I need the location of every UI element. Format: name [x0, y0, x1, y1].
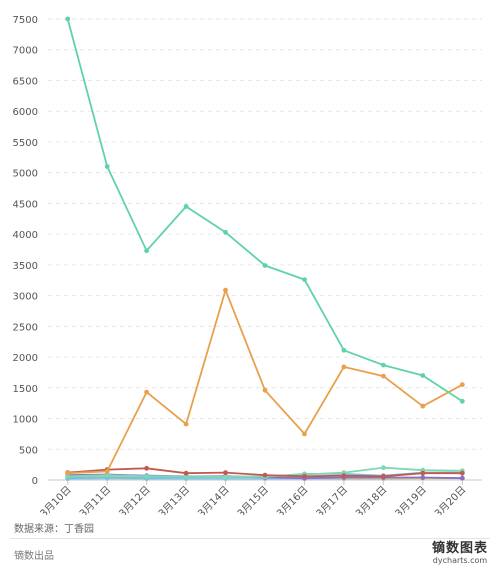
- data-point: [223, 470, 228, 475]
- data-point: [420, 403, 426, 409]
- data-point: [341, 364, 347, 370]
- chart-svg: 0 500 1000 1500 2000 2500 3000 3500 4000 4500 5000…: [13, 15, 482, 515]
- y-tick-label: 0: [32, 476, 38, 487]
- data-point: [341, 473, 347, 479]
- data-point: [223, 474, 228, 480]
- y-tick-label: 3000: [13, 292, 38, 303]
- y-tick-label: 5000: [13, 169, 38, 180]
- x-tick-label: 3月14日: [196, 484, 232, 515]
- data-point: [144, 389, 150, 395]
- data-point: [302, 473, 307, 479]
- footer-divider: [10, 538, 490, 539]
- y-tick-label: 4500: [13, 199, 38, 210]
- data-point: [104, 469, 110, 474]
- series-lines: [65, 16, 465, 482]
- gridlines: [48, 18, 482, 450]
- data-point: [262, 263, 268, 268]
- y-tick-label: 3500: [13, 261, 38, 272]
- data-point: [459, 398, 465, 404]
- x-tick-label: 3月13日: [156, 484, 192, 515]
- data-point: [65, 470, 71, 476]
- x-tick-label: 3月11日: [77, 484, 113, 515]
- data-point: [104, 164, 110, 169]
- line-chart: 0 500 1000 1500 2000 2500 3000 3500 4000 4500 5000…: [13, 15, 482, 515]
- data-point: [420, 470, 426, 476]
- y-tick-label: 1000: [13, 415, 38, 426]
- data-point: [183, 470, 189, 476]
- data-point: [223, 287, 228, 293]
- data-point: [302, 431, 307, 437]
- data-point: [104, 472, 110, 478]
- brand-name: 镝数图表: [431, 541, 488, 556]
- series-line: [66, 18, 463, 403]
- data-point: [459, 475, 465, 481]
- data-point: [420, 475, 426, 480]
- y-tick-label: 6500: [13, 76, 38, 87]
- data-point: [302, 277, 307, 282]
- y-tick-label: 2500: [13, 322, 38, 333]
- data-point: [144, 473, 150, 479]
- x-tick-label: 3月19日: [393, 484, 429, 515]
- data-source: 数据来源：丁香园: [14, 524, 94, 535]
- y-tick-label: 6000: [13, 107, 38, 118]
- data-point: [144, 248, 150, 254]
- data-point: [144, 465, 150, 471]
- data-point: [381, 373, 386, 379]
- data-point: [459, 470, 465, 476]
- brand-logo: 镝数图表 dycharts.com: [432, 541, 488, 566]
- x-axis: 3月10日 3月11日 3月12日 3月13日 3月14日 3月15日 3月16日 3月17日…: [38, 479, 482, 515]
- data-point: [223, 229, 228, 235]
- x-tick-label: 3月12日: [117, 484, 153, 515]
- y-tick-label: 5500: [13, 138, 38, 149]
- x-tick-label: 3月18日: [353, 484, 389, 515]
- data-point: [262, 387, 268, 393]
- brand-url: dycharts.com: [432, 556, 488, 565]
- data-point: [183, 421, 189, 427]
- x-tick-label: 3月16日: [274, 484, 310, 515]
- y-tick-label: 500: [19, 445, 38, 456]
- y-tick-label: 7000: [13, 46, 38, 57]
- y-tick-label: 7500: [13, 15, 38, 26]
- data-point: [262, 472, 268, 478]
- data-point: [381, 362, 386, 368]
- y-tick-label: 2000: [13, 353, 38, 364]
- data-point: [183, 204, 189, 209]
- x-tick-label: 3月10日: [38, 484, 74, 515]
- series-line: [67, 289, 463, 475]
- x-tick-label: 3月17日: [314, 484, 350, 515]
- y-tick-label: 1500: [13, 384, 38, 395]
- data-point: [381, 465, 386, 471]
- x-tick-label: 3月20日: [432, 484, 468, 515]
- data-point: [381, 473, 386, 479]
- data-point: [341, 347, 347, 353]
- credit-text: 镝数出品: [14, 551, 54, 562]
- y-tick-label: 4000: [13, 230, 38, 241]
- data-point: [65, 16, 71, 22]
- x-tick-label: 3月15日: [235, 484, 271, 515]
- data-point: [459, 382, 465, 388]
- data-point: [420, 373, 426, 378]
- y-axis-ticks: 0 500 1000 1500 2000 2500 3000 3500 4000 4500 5000…: [13, 15, 38, 487]
